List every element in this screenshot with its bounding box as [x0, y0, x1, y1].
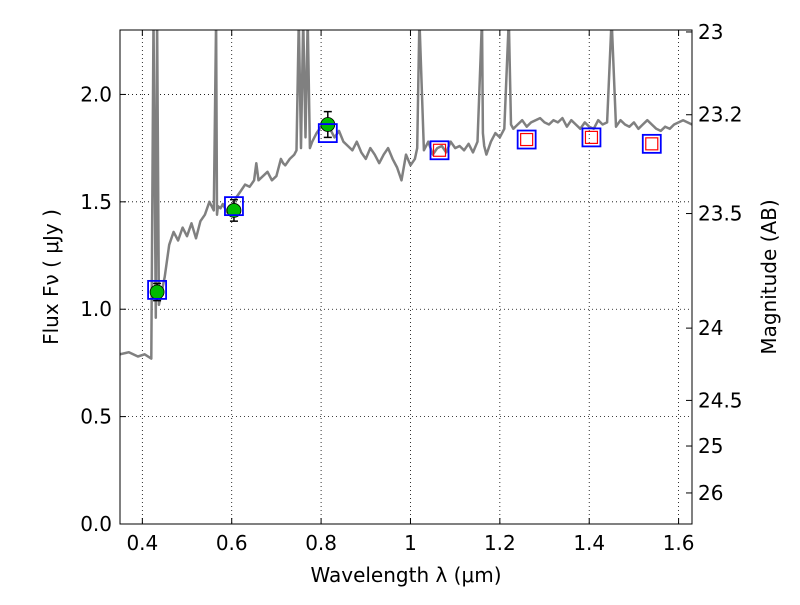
axis-ticks [120, 30, 692, 525]
y-tick-label: 0.0 [80, 512, 112, 536]
y-tick-label: 1.5 [80, 190, 112, 214]
model-box [317, 123, 338, 143]
model-box [224, 196, 244, 217]
y-tick-label: 2.0 [80, 82, 112, 106]
mag-tick-label: 23.5 [698, 202, 743, 226]
model-box [516, 129, 537, 150]
x-tick-label: 1 [404, 531, 417, 555]
model-box [147, 279, 167, 300]
x-tick-label: 1.2 [484, 531, 516, 555]
x-axis-label: Wavelength λ (μm) [310, 563, 501, 587]
plot-frame [119, 29, 693, 525]
x-tick-label: 1.4 [573, 531, 605, 555]
y-tick-label: 1.0 [80, 297, 112, 321]
photometry-series [147, 110, 662, 302]
model-box [581, 127, 602, 148]
mag-tick-label: 24.5 [698, 388, 743, 412]
upper-limit-box [645, 137, 659, 151]
tick-labels: 0.4 0.6 0.8 1 1.2 1.4 1.6 0.0 0.5 1.0 1.5 2.0 23 23.2… [80, 20, 742, 555]
upper-limit-box [432, 143, 447, 157]
mag-tick-label: 23 [698, 20, 723, 44]
spectrum-series [120, 30, 692, 360]
upper-limit-box [520, 132, 534, 147]
spectrum-line [120, 30, 692, 360]
upper-limit-box [584, 130, 599, 144]
model-box [429, 140, 450, 161]
observed-point [226, 203, 242, 218]
model-box [641, 133, 662, 154]
y-axis-label: Flux Fν ( μJy ) [39, 209, 63, 345]
y-tick-label: 0.5 [80, 405, 112, 429]
mag-tick-label: 24 [698, 316, 723, 340]
x-tick-label: 1.6 [663, 531, 695, 555]
mag-tick-label: 23.2 [698, 103, 743, 127]
grid [120, 30, 692, 525]
x-tick-label: 0.6 [216, 531, 248, 555]
x-tick-label: 0.4 [126, 531, 158, 555]
mag-tick-label: 26 [698, 481, 723, 505]
y-axis-right-label: Magnitude (AB) [757, 199, 781, 354]
x-tick-label: 0.8 [305, 531, 337, 555]
observed-point [149, 284, 165, 300]
mag-tick-label: 25 [698, 434, 723, 458]
